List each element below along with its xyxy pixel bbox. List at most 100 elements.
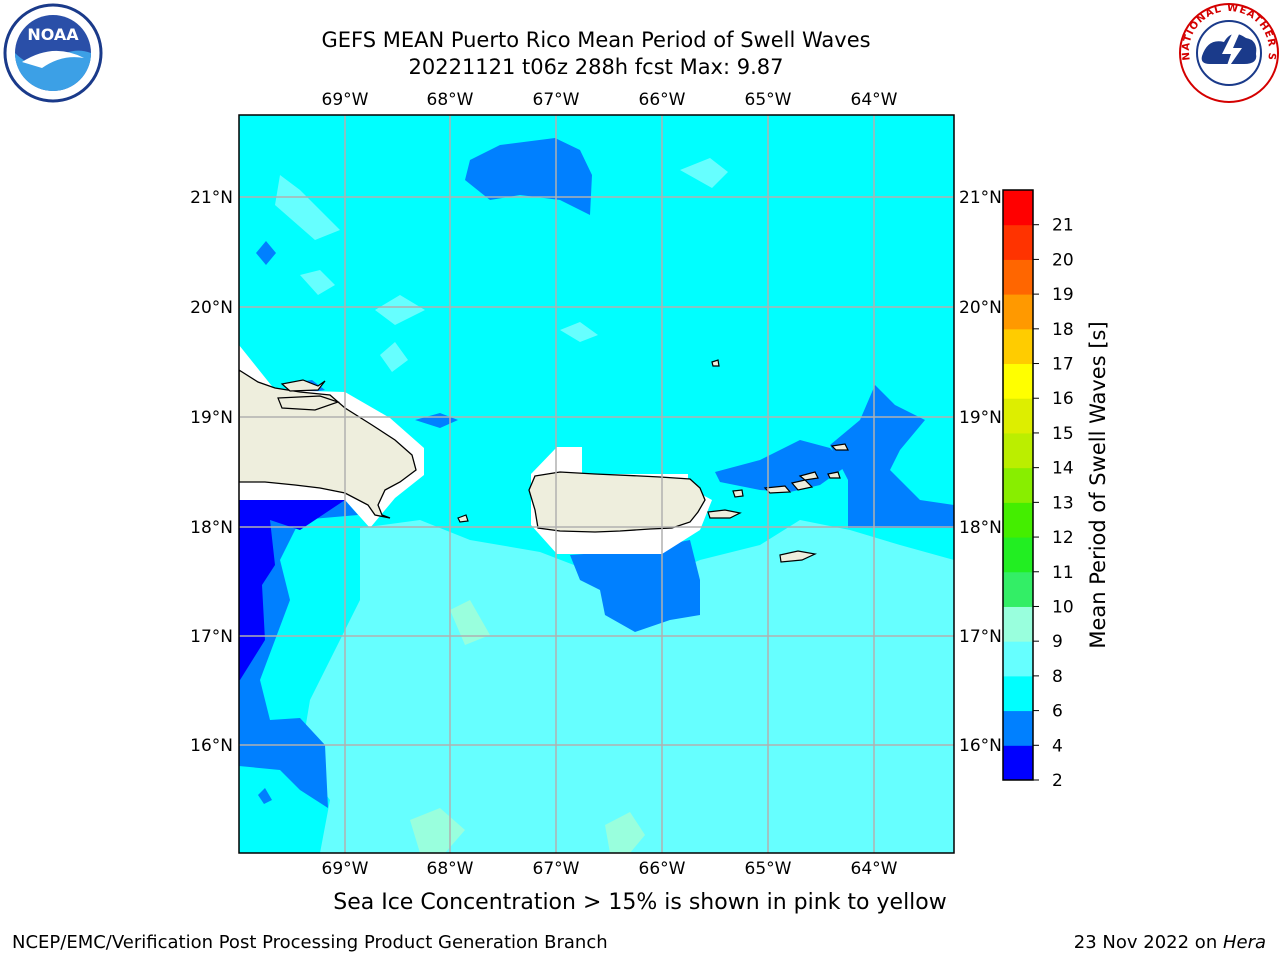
colorbar-swatch [1003, 467, 1033, 503]
colorbar-swatch [1003, 259, 1033, 295]
colorbar-tick-label: 15 [1052, 424, 1074, 444]
noaa-logo-text: NOAA [27, 25, 79, 44]
lat-tick-label: 21°N [190, 188, 233, 208]
colorbar-swatch [1003, 745, 1033, 781]
lon-tick-label: 66°W [639, 90, 686, 110]
colorbar-tick-labels: 2 4 6 8 9 10 11 12 13 14 15 16 17 18 19 20 21 [1052, 216, 1074, 791]
colorbar-tick-label: 21 [1052, 216, 1074, 236]
lat-tick-label: 20°N [190, 298, 233, 318]
land-islet [711, 359, 720, 367]
lon-tick-label: 68°W [427, 90, 474, 110]
colorbar-tick-label: 6 [1052, 702, 1063, 722]
map-frame [238, 114, 955, 854]
colorbar-tick-label: 12 [1052, 528, 1074, 548]
swell-band-8-9-patch [300, 270, 335, 295]
noaa-logo: NOAA [3, 3, 103, 103]
colorbar-tick-label: 17 [1052, 355, 1074, 375]
swell-band-4-6-west [239, 500, 358, 808]
credit-date-text: 23 Nov 2022 on [1073, 932, 1223, 953]
colorbar-swatch [1003, 675, 1033, 712]
colorbar-swatch [1003, 363, 1033, 399]
colorbar-tick-label: 18 [1052, 320, 1074, 340]
colorbar-swatch [1003, 502, 1033, 538]
map-area [239, 115, 954, 853]
colorbar-tick-label: 13 [1052, 493, 1074, 513]
lon-tick-label: 68°W [427, 859, 474, 879]
lat-tick-label: 20°N [959, 298, 1002, 318]
swell-band-9-10-patch [450, 600, 490, 645]
map-title: GEFS MEAN Puerto Rico Mean Period of Swe… [321, 28, 871, 52]
sea-ice-caption: Sea Ice Concentration > 15% is shown in … [333, 890, 947, 915]
colorbar-tick-label: 10 [1052, 597, 1074, 617]
colorbar-tick-label: 20 [1052, 250, 1074, 270]
colorbar-swatch [1003, 571, 1033, 607]
colorbar-swatch [1003, 537, 1033, 573]
land-tortuga [280, 379, 326, 392]
lat-tick-label: 18°N [959, 518, 1002, 538]
lon-tick-label: 64°W [851, 90, 898, 110]
lat-tick-label: 18°N [190, 518, 233, 538]
land-st-croix [779, 550, 817, 563]
colorbar-swatch [1003, 224, 1033, 260]
swell-band-8-9-patch [680, 158, 728, 188]
lat-tick-label: 16°N [190, 736, 233, 756]
colorbar [1002, 189, 1039, 781]
land-anegada [827, 471, 841, 479]
colorbar-tick-label: 11 [1052, 563, 1074, 583]
lat-ticks-left: 21°N 20°N 19°N 18°N 17°N 16°N [190, 188, 233, 756]
lat-tick-label: 17°N [959, 627, 1002, 647]
colorbar-swatch [1003, 328, 1033, 365]
colorbar-swatch [1003, 710, 1033, 746]
lon-tick-label: 69°W [322, 859, 369, 879]
lon-ticks-bottom: 69°W 68°W 67°W 66°W 65°W 64°W [322, 859, 898, 879]
map-subtitle: 20221121 t06z 288h fcst Max: 9.87 [408, 55, 784, 79]
lat-tick-label: 17°N [190, 627, 233, 647]
colorbar-swatch [1003, 294, 1033, 330]
colorbar-tick-label: 19 [1052, 285, 1074, 305]
land-islet [457, 514, 469, 523]
credit-machine: Hera [1222, 932, 1266, 953]
swell-band-9-10-patch [605, 812, 645, 853]
lon-tick-label: 65°W [745, 859, 792, 879]
swell-band-4-6-east [830, 385, 954, 528]
nws-logo: NATIONAL WEATHER SERVICE [1178, 2, 1279, 103]
land-vieques [707, 509, 742, 519]
colorbar-swatch [1003, 190, 1033, 226]
lon-tick-label: 67°W [533, 859, 580, 879]
land-st-john [790, 479, 814, 491]
swell-band-8-9-patch [375, 295, 425, 325]
land-tortola [798, 471, 819, 481]
land-anguilla [830, 443, 849, 451]
swell-band-4-6-patch [256, 241, 276, 265]
colorbar-tick-label: 4 [1052, 736, 1063, 756]
lon-tick-label: 69°W [322, 90, 369, 110]
swell-band-8-9-patch [275, 175, 340, 240]
lon-tick-label: 65°W [745, 90, 792, 110]
land-north-coast-islet [277, 395, 340, 411]
lat-tick-label: 21°N [959, 188, 1002, 208]
credit-branch: NCEP/EMC/Verification Post Processing Pr… [12, 932, 608, 953]
colorbar-label: Mean Period of Swell Waves [s] [1086, 321, 1110, 648]
swell-band-4-6-south-pr [570, 540, 700, 632]
colorbar-tick-label: 2 [1052, 771, 1063, 791]
colorbar-tick-label: 9 [1052, 632, 1063, 652]
land-pr [528, 471, 706, 533]
lon-tick-label: 66°W [639, 859, 686, 879]
lon-tick-label: 64°W [851, 859, 898, 879]
lat-tick-label: 19°N [959, 408, 1002, 428]
colorbar-swatch [1003, 641, 1033, 677]
lat-tick-label: 19°N [190, 408, 233, 428]
land-culebra [732, 489, 744, 498]
colorbar-tick-label: 14 [1052, 459, 1074, 479]
swell-band-2-4-west [239, 500, 345, 680]
colorbar-frame [1002, 189, 1034, 781]
graticule [239, 115, 954, 853]
lat-ticks-right: 21°N 20°N 19°N 18°N 17°N 16°N [959, 188, 1002, 756]
colorbar-swatch [1003, 398, 1033, 434]
lon-ticks-top: 69°W 68°W 67°W 66°W 65°W 64°W [322, 90, 898, 110]
lat-tick-label: 16°N [959, 736, 1002, 756]
swell-band-4-6-patch [258, 788, 272, 804]
lon-tick-label: 67°W [533, 90, 580, 110]
colorbar-tick-label: 16 [1052, 389, 1074, 409]
